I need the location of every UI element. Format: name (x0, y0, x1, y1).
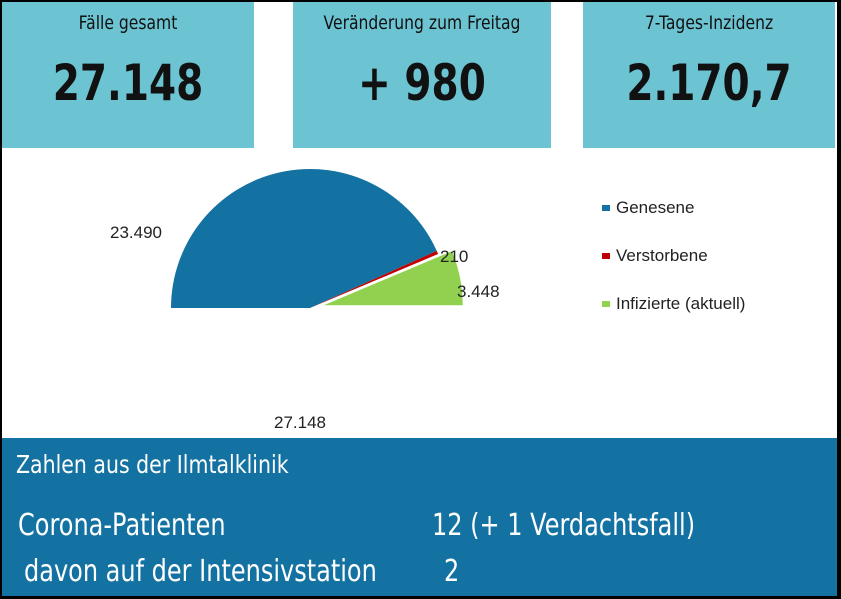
kpi-value: 2.170,7 (626, 54, 792, 112)
kpi-label: 7-Tages-Inzidenz (644, 12, 774, 34)
clinic-panel: Zahlen aus der Ilmtalklinik Corona-Patie… (2, 438, 837, 596)
slice-genesene (171, 168, 437, 308)
legend-label: Genesene (616, 198, 695, 217)
legend-item-verstorbene: Verstorbene (602, 246, 708, 266)
total-label: 27.148 (274, 413, 326, 432)
data-label-infizierte: 3.448 (457, 282, 500, 301)
kpi-label: Fälle gesamt (78, 12, 178, 34)
legend-item-infizierte: Infizierte (aktuell) (602, 294, 745, 314)
kpi-value: + 980 (358, 54, 486, 112)
kpi-7-day-incidence: 7-Tages-Inzidenz 2.170,7 (583, 2, 835, 148)
clinic-row-label: davon auf der Intensivstation (24, 554, 377, 589)
legend-label: Verstorbene (616, 246, 708, 265)
legend-swatch (602, 253, 610, 259)
data-label-verstorbene: 210 (440, 247, 468, 266)
kpi-label: Veränderung zum Freitag (323, 12, 521, 34)
legend-label: Infizierte (aktuell) (616, 294, 746, 313)
kpi-total-cases: Fälle gesamt 27.148 (2, 2, 254, 148)
kpi-value: 27.148 (52, 54, 204, 112)
clinic-row-value: 2 (444, 554, 460, 589)
data-label-genesene: 23.490 (110, 223, 162, 242)
half-pie-chart: 23.490 210 3.448 27.148 (110, 168, 500, 432)
clinic-title: Zahlen aus der Ilmtalklinik (16, 450, 289, 479)
slice-verstorbene (310, 250, 439, 308)
legend-swatch (602, 301, 610, 307)
kpi-change-since-friday: Veränderung zum Freitag + 980 (293, 2, 551, 148)
clinic-row-value: 12 (+ 1 Verdachtsfall) (432, 508, 696, 543)
legend-item-genesene: Genesene (602, 198, 694, 218)
slice-infizierte (323, 251, 463, 306)
clinic-row-label: Corona-Patienten (18, 508, 226, 543)
legend-swatch (602, 205, 610, 211)
